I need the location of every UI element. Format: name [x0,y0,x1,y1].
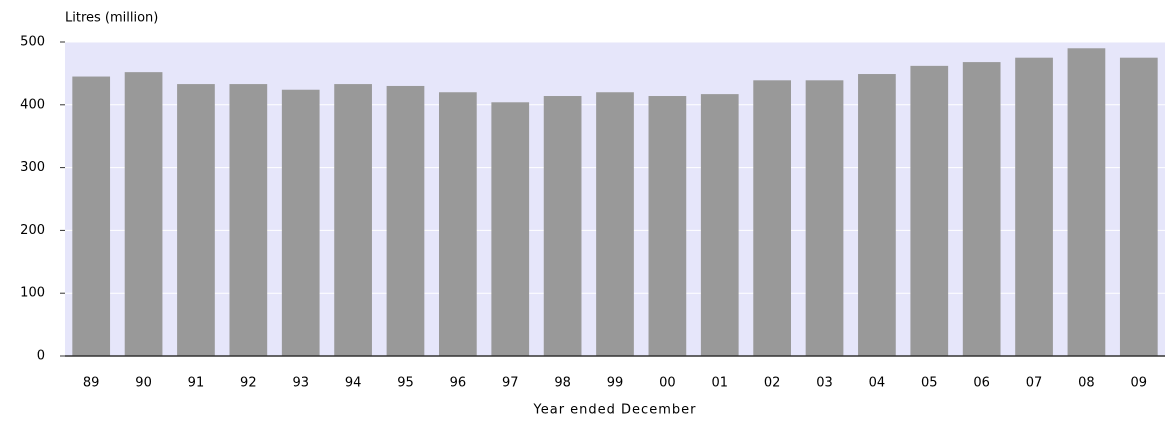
y-tick-label: 300 [20,160,45,175]
x-tick-label: 09 [1131,376,1148,391]
bar [858,74,896,356]
bar [491,102,530,357]
x-axis-title: Year ended December [533,403,697,418]
y-tick-label: 400 [20,97,45,112]
x-tick-label: 95 [397,376,414,391]
y-tick-label: 500 [20,35,45,50]
x-tick-label: 02 [764,376,781,391]
x-tick-label: 98 [554,376,571,391]
y-tick-label: 100 [20,286,45,301]
x-tick-label: 93 [292,376,309,391]
bar [281,89,320,356]
bar [1015,57,1053,356]
y-axis-title: Litres (million) [65,11,158,26]
bar [910,65,949,356]
bar [805,80,844,357]
bar [753,80,791,357]
x-tick-label: 94 [345,376,362,391]
bar [962,62,1001,356]
x-tick-label: 96 [450,376,467,391]
bar [1067,48,1106,356]
x-tick-label: 07 [1026,376,1043,391]
x-tick-label: 03 [816,376,833,391]
y-tick-label: 200 [20,223,45,238]
bar [439,92,477,357]
x-tick-label: 89 [83,376,100,391]
bar [648,96,687,357]
x-tick-label: 92 [240,376,257,391]
bar [229,84,268,357]
bar [177,84,215,357]
x-tick-label: 01 [711,376,728,391]
bar [596,92,634,357]
bar [124,72,163,357]
bar [1119,57,1158,356]
bar [700,94,739,357]
x-tick-label: 06 [973,376,990,391]
x-tick-label: 04 [869,376,886,391]
y-tick-label: 0 [37,349,45,364]
x-tick-label: 05 [921,376,938,391]
x-tick-label: 08 [1078,376,1095,391]
x-tick-label: 97 [502,376,519,391]
bar [543,96,582,357]
bar [72,76,111,356]
x-tick-label: 91 [188,376,205,391]
x-tick-label: 90 [135,376,152,391]
x-tick-label: 99 [607,376,624,391]
bar [386,85,425,357]
x-tick-label: 00 [659,376,676,391]
bar [334,84,372,357]
